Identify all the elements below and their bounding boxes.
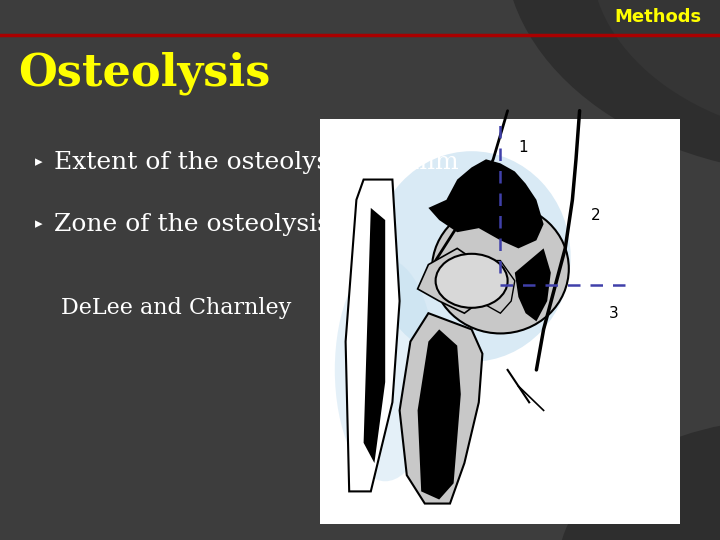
Text: 2: 2 — [590, 208, 600, 224]
Polygon shape — [418, 329, 461, 500]
Text: Methods: Methods — [615, 8, 702, 26]
Text: 3: 3 — [608, 306, 618, 321]
Polygon shape — [364, 208, 385, 463]
Text: ▸: ▸ — [35, 154, 42, 170]
FancyBboxPatch shape — [320, 119, 680, 524]
Ellipse shape — [558, 418, 720, 540]
Ellipse shape — [432, 204, 569, 333]
Circle shape — [436, 254, 508, 308]
Ellipse shape — [504, 0, 720, 176]
Text: 1: 1 — [518, 140, 528, 154]
Ellipse shape — [590, 0, 720, 140]
Text: Extent of the osteolysis : ≥2mm: Extent of the osteolysis : ≥2mm — [54, 151, 459, 173]
Text: Zone of the osteolysis: Zone of the osteolysis — [54, 213, 330, 235]
Polygon shape — [418, 248, 482, 313]
Polygon shape — [428, 159, 544, 248]
Polygon shape — [472, 260, 515, 313]
Text: DeLee and Charnley: DeLee and Charnley — [61, 297, 292, 319]
Polygon shape — [400, 313, 482, 503]
Text: ▸: ▸ — [35, 217, 42, 232]
Polygon shape — [346, 179, 400, 491]
Ellipse shape — [335, 259, 436, 481]
Text: Osteolysis: Osteolysis — [18, 51, 271, 94]
Ellipse shape — [373, 151, 571, 362]
Polygon shape — [515, 248, 551, 321]
